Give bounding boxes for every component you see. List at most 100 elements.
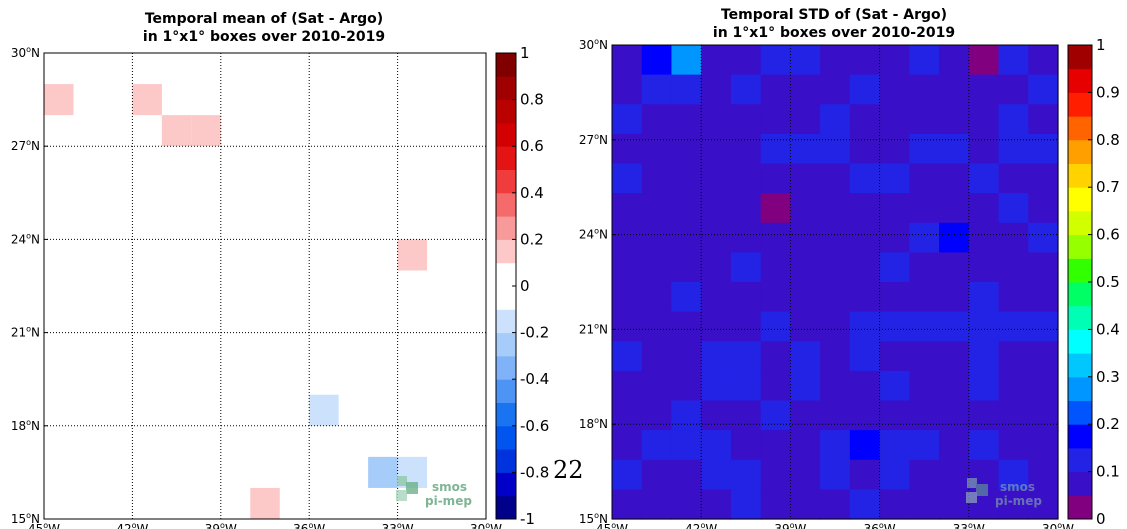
y-tick-label: 21oN xyxy=(11,325,40,340)
std-panel: Temporal STD of (Sat - Argo) in 1°x1° bo… xyxy=(579,7,1120,529)
heat-cell xyxy=(849,193,881,224)
y-tick-label: 15oN xyxy=(579,511,608,526)
colorbar-tick-label: 0.2 xyxy=(1096,415,1120,433)
heat-cell xyxy=(701,252,732,283)
heat-cell xyxy=(701,311,732,342)
heat-cell xyxy=(879,193,910,224)
colorbar-segment xyxy=(496,379,516,403)
heat-cell xyxy=(909,341,940,372)
heat-cell xyxy=(760,222,791,253)
mean-subtitle: in 1°x1° boxes over 2010-2019 xyxy=(143,29,385,45)
heat-cell xyxy=(968,430,1000,461)
logo-text-pi-mep: pi-mep xyxy=(425,494,472,508)
heat-cell xyxy=(939,193,970,224)
heat-cell xyxy=(790,133,821,165)
heat-cell xyxy=(909,370,940,402)
colorbar-tick-label: 0.8 xyxy=(1096,131,1120,149)
heat-cell xyxy=(939,133,970,165)
heat-cell xyxy=(909,282,940,313)
heat-cell xyxy=(968,222,1000,253)
x-tick-label: 39oW xyxy=(774,521,806,529)
y-tick-label: 21oN xyxy=(579,321,608,336)
page-number: 22 xyxy=(553,456,584,484)
y-tick-label: 30oN xyxy=(579,37,608,52)
heat-cell xyxy=(730,74,762,105)
y-tick-label: 30oN xyxy=(11,45,40,60)
heat-cell xyxy=(191,115,221,147)
y-tick-label: 24oN xyxy=(579,227,608,242)
mean-title: Temporal mean of (Sat - Argo) xyxy=(145,11,383,27)
heat-cell xyxy=(939,341,970,372)
heat-cell xyxy=(671,252,702,283)
heat-cell xyxy=(730,311,762,342)
heat-cell xyxy=(368,456,398,488)
heat-cell xyxy=(671,400,702,431)
heat-cell xyxy=(909,311,940,342)
colorbar-segment xyxy=(496,53,516,77)
heat-cell xyxy=(820,163,851,194)
heat-cell xyxy=(939,252,970,283)
heat-cell xyxy=(612,311,643,342)
heat-cell xyxy=(671,104,702,135)
colorbar-segment xyxy=(496,402,516,427)
heat-cell xyxy=(1028,133,1059,165)
heat-cell xyxy=(641,400,673,431)
x-tick-label: 30oW xyxy=(1042,521,1074,529)
heat-cell xyxy=(790,193,821,224)
heat-cell xyxy=(879,400,910,431)
heat-cell xyxy=(939,222,970,253)
heat-cell xyxy=(968,252,1000,283)
colorbar-segment xyxy=(1068,282,1092,307)
colorbar-segment xyxy=(1068,92,1092,117)
heat-cell xyxy=(760,45,791,76)
heat-cell xyxy=(879,222,910,253)
heat-cell xyxy=(641,459,673,490)
heat-cell xyxy=(641,45,673,76)
heat-cell xyxy=(998,133,1029,165)
heat-cell xyxy=(998,74,1029,105)
colorbar-tick-label: 0.3 xyxy=(1096,368,1120,386)
colorbar-segment xyxy=(496,262,516,287)
heat-cell xyxy=(998,489,1029,520)
x-tick-label: 39oW xyxy=(205,521,237,529)
heat-cell xyxy=(701,430,732,461)
heat-cell xyxy=(1028,430,1059,461)
mean-axis-ticks: 15oN 18oN 21oN 24oN 27oN 30oN 45oW 42oW 39oW 36oW… xyxy=(11,45,502,529)
x-tick-label: 45oW xyxy=(28,521,60,529)
heat-cell xyxy=(998,370,1029,402)
heat-cell xyxy=(820,45,851,76)
heat-cell xyxy=(879,370,910,402)
heat-cell xyxy=(612,193,643,224)
heat-cell xyxy=(641,163,673,194)
logo-text-smos: smos xyxy=(432,480,467,494)
heat-cell xyxy=(820,193,851,224)
heat-cell xyxy=(671,311,702,342)
heat-cell xyxy=(998,193,1029,224)
heat-cell xyxy=(820,104,851,135)
colorbar-tick-label: -0.6 xyxy=(520,417,549,435)
heat-cell xyxy=(701,163,732,194)
x-tick-label: 33oW xyxy=(382,521,414,529)
colorbar-segment xyxy=(1068,187,1092,212)
colorbar-tick-label: 0.4 xyxy=(1096,320,1120,338)
heat-cell xyxy=(909,104,940,135)
heat-cell xyxy=(671,459,702,490)
heat-cell xyxy=(968,163,1000,194)
heat-cell xyxy=(701,459,732,490)
colorbar-tick-label: 0.5 xyxy=(1096,273,1120,291)
heat-cell xyxy=(820,400,851,431)
y-tick-label: 27oN xyxy=(11,138,40,153)
colorbar-segment xyxy=(1068,424,1092,449)
colorbar-segment xyxy=(496,425,516,450)
colorbar-segment xyxy=(1068,495,1092,520)
heat-cell xyxy=(760,104,791,135)
heat-cell xyxy=(790,430,821,461)
heat-cell xyxy=(849,282,881,313)
heat-cell xyxy=(968,311,1000,342)
heat-cell xyxy=(760,163,791,194)
heat-cell xyxy=(701,45,732,76)
heat-cell xyxy=(612,74,643,105)
colorbar-tick-label: 0.6 xyxy=(1096,226,1120,244)
heat-cell xyxy=(730,252,762,283)
colorbar-segment xyxy=(496,192,516,217)
